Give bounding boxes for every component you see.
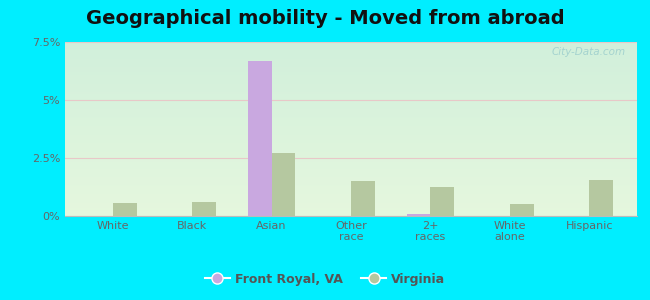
Bar [430,187,454,216]
Bar [112,203,136,216]
Bar [248,61,272,216]
Bar [351,181,375,216]
Legend: Front Royal, VA, Virginia: Front Royal, VA, Virginia [200,268,450,291]
Bar [272,153,295,216]
Text: Geographical mobility - Moved from abroad: Geographical mobility - Moved from abroa… [86,9,564,28]
Bar [590,180,613,216]
Bar [192,202,216,216]
Bar [407,214,430,216]
Text: City-Data.com: City-Data.com [551,47,625,57]
Bar [510,204,534,216]
